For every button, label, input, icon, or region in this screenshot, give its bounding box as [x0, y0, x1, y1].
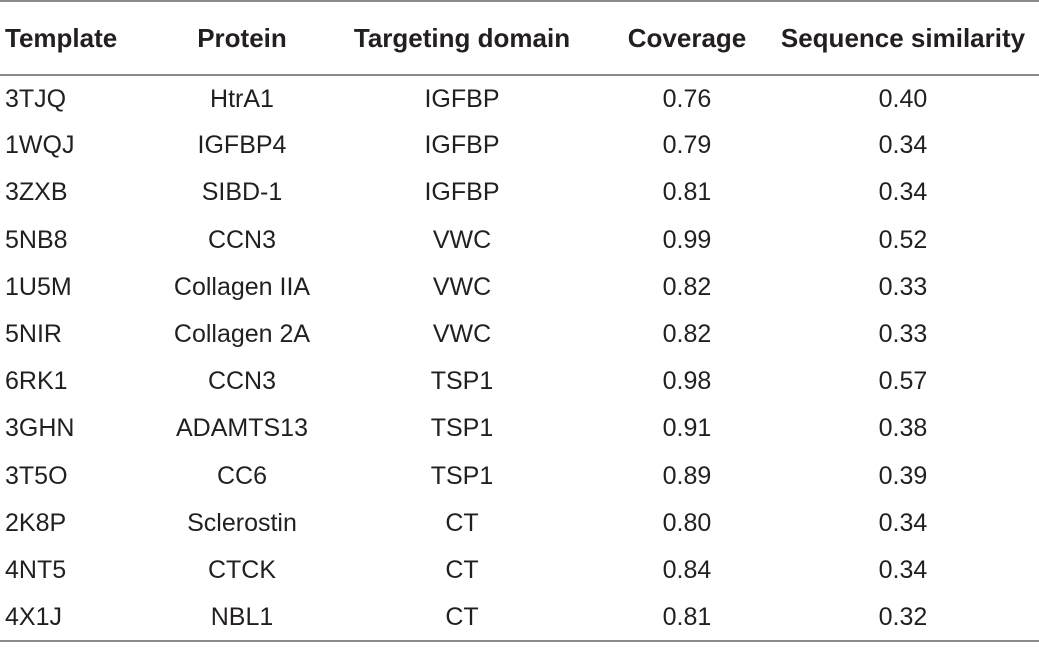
header-row: Template Protein Targeting domain Covera… [0, 0, 1039, 76]
header-sequence-similarity: Sequence similarity [767, 0, 1039, 76]
table-row: 1U5M Collagen IIA VWC 0.82 0.33 [0, 264, 1039, 311]
targeting-domain-cell: VWC [432, 272, 492, 301]
sequence-similarity-cell: 0.32 [767, 594, 1039, 643]
header-targeting-domain: Targeting domain [317, 0, 607, 76]
table-body: 3TJQ HtrA1 IGFBP 0.76 0.40 1WQJ IGFBP4 IGFBP 0.7… [0, 75, 1039, 643]
sequence-similarity-cell: 0.33 [878, 272, 928, 301]
targeting-domain-cell: CT [317, 594, 607, 643]
template-cell: 3ZXB [5, 178, 68, 207]
sequence-similarity-cell: 0.33 [878, 320, 928, 349]
protein-cell: HtrA1 [210, 84, 274, 113]
header-coverage: Coverage [607, 0, 767, 76]
coverage-cell: 0.82 [662, 320, 712, 349]
protein-cell: CCN3 [207, 367, 277, 396]
template-cell: 4NT5 [5, 555, 67, 584]
coverage-cell: 0.89 [662, 461, 712, 490]
targeting-domain-cell: CT [445, 508, 479, 537]
template-cell: 1U5M [5, 272, 72, 301]
protein-cell: SIBD-1 [201, 178, 283, 207]
targeting-domain-cell: IGFBP [424, 178, 500, 207]
table-row: 3GHN ADAMTS13 TSP1 0.91 0.38 [0, 405, 1039, 452]
table-row: 6RK1 CCN3 TSP1 0.98 0.57 [0, 358, 1039, 405]
template-cell: 6RK1 [5, 367, 68, 396]
sequence-similarity-cell: 0.38 [878, 414, 928, 443]
table-row: 3TJQ HtrA1 IGFBP 0.76 0.40 [0, 75, 1039, 122]
protein-cell: Collagen 2A [173, 320, 311, 349]
template-cell: 5NIR [5, 320, 62, 349]
template-cell: 3TJQ [5, 84, 67, 113]
sequence-similarity-cell: 0.34 [878, 131, 928, 160]
template-cell: 3T5O [5, 461, 68, 490]
targeting-domain-cell: IGFBP [424, 131, 500, 160]
targeting-domain-cell: VWC [432, 320, 492, 349]
template-cell: 3GHN [5, 414, 75, 443]
coverage-cell: 0.79 [662, 131, 712, 160]
table-row: 4NT5 CTCK CT 0.84 0.34 [0, 547, 1039, 594]
template-cell: 4X1J [0, 594, 167, 643]
protein-cell: Sclerostin [187, 508, 297, 537]
sequence-similarity-cell: 0.34 [878, 508, 928, 537]
protein-cell: CCN3 [207, 225, 277, 254]
targeting-domain-cell: TSP1 [430, 367, 494, 396]
protein-cell: NBL1 [167, 594, 317, 643]
coverage-cell: 0.81 [607, 594, 767, 643]
table-header: Template Protein Targeting domain Covera… [0, 0, 1039, 76]
table-row: 3ZXB SIBD-1 IGFBP 0.81 0.34 [0, 169, 1039, 216]
sequence-similarity-cell: 0.34 [878, 555, 928, 584]
table-row: 3T5O CC6 TSP1 0.89 0.39 [0, 453, 1039, 500]
sequence-similarity-cell: 0.57 [878, 367, 928, 396]
coverage-cell: 0.84 [662, 555, 712, 584]
targeting-domain-cell: IGFBP [424, 84, 500, 113]
template-cell: 1WQJ [5, 131, 75, 160]
coverage-cell: 0.91 [662, 414, 712, 443]
targeting-domain-cell: VWC [432, 225, 492, 254]
protein-cell: CTCK [207, 555, 277, 584]
protein-cell: CC6 [216, 461, 267, 490]
protein-cell: IGFBP4 [197, 131, 287, 160]
table-row: 4X1J NBL1 CT 0.81 0.32 [0, 594, 1039, 643]
coverage-cell: 0.98 [662, 367, 712, 396]
coverage-cell: 0.76 [662, 84, 712, 113]
sequence-similarity-cell: 0.40 [878, 84, 928, 113]
table-row: 5NIR Collagen 2A VWC 0.82 0.33 [0, 311, 1039, 358]
coverage-cell: 0.81 [662, 178, 712, 207]
sequence-similarity-cell: 0.34 [878, 178, 928, 207]
protein-cell: Collagen IIA [173, 272, 311, 301]
coverage-cell: 0.82 [662, 272, 712, 301]
table-row: 2K8P Sclerostin CT 0.80 0.34 [0, 500, 1039, 547]
targeting-domain-cell: CT [445, 555, 479, 584]
sequence-similarity-cell: 0.39 [878, 461, 928, 490]
coverage-cell: 0.80 [662, 508, 712, 537]
targeting-domain-cell: TSP1 [430, 461, 494, 490]
template-cell: 5NB8 [5, 225, 68, 254]
table-row: 5NB8 CCN3 VWC 0.99 0.52 [0, 217, 1039, 264]
template-cell: 2K8P [5, 508, 67, 537]
header-template: Template [0, 0, 167, 76]
header-protein: Protein [167, 0, 317, 76]
protein-cell: ADAMTS13 [176, 414, 308, 443]
coverage-cell: 0.99 [662, 225, 712, 254]
table-row: 1WQJ IGFBP4 IGFBP 0.79 0.34 [0, 122, 1039, 169]
sequence-similarity-cell: 0.52 [878, 225, 928, 254]
targeting-domain-cell: TSP1 [430, 414, 494, 443]
